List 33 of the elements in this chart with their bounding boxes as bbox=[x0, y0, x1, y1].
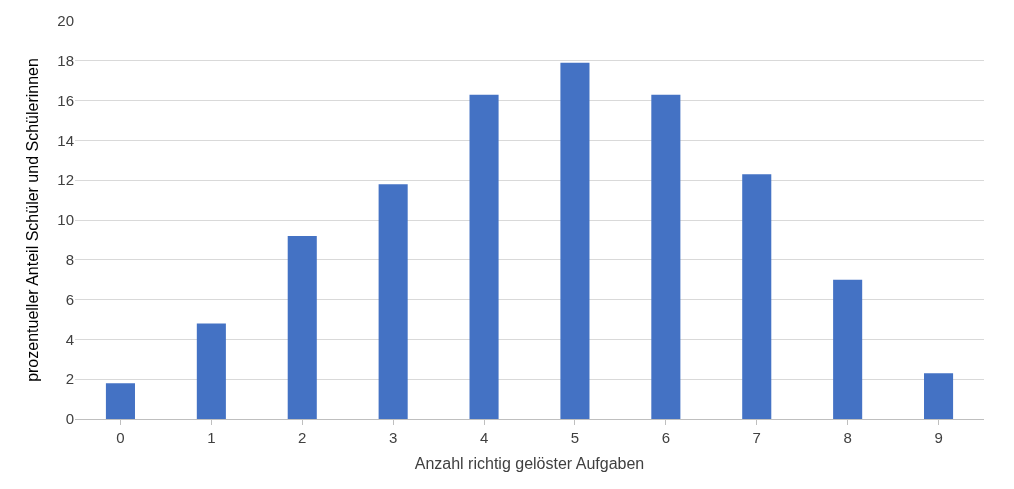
y-tick-label: 2 bbox=[65, 370, 74, 388]
x-tick-label: 5 bbox=[570, 429, 580, 446]
x-tick-label: 6 bbox=[661, 429, 671, 446]
x-tick-label: 9 bbox=[934, 429, 943, 446]
y-tick-label: 18 bbox=[57, 52, 74, 70]
x-tick-label: 4 bbox=[479, 429, 489, 446]
y-tick-label: 20 bbox=[57, 12, 74, 30]
y-tick-label: 8 bbox=[65, 251, 74, 269]
bar bbox=[560, 62, 590, 419]
x-tick-label: 3 bbox=[388, 429, 398, 446]
y-tick-label: 6 bbox=[65, 290, 74, 308]
y-tick-label: 16 bbox=[57, 91, 74, 109]
x-tick-label: 0 bbox=[116, 429, 125, 446]
x-tick-label: 1 bbox=[207, 429, 216, 446]
bar bbox=[378, 184, 408, 419]
y-tick-label: 4 bbox=[65, 330, 74, 348]
x-tick-label: 2 bbox=[298, 429, 307, 446]
y-tick-label: 10 bbox=[57, 211, 74, 229]
bar bbox=[196, 323, 226, 419]
y-tick-label: 12 bbox=[57, 171, 74, 189]
x-tick-label: 8 bbox=[843, 429, 852, 446]
bar bbox=[469, 94, 499, 419]
y-tick-label: 14 bbox=[57, 131, 74, 149]
x-axis-title: Anzahl richtig gelöster Aufgaben bbox=[414, 454, 645, 472]
y-tick-label: 0 bbox=[65, 410, 74, 428]
bar bbox=[924, 373, 954, 419]
bar bbox=[742, 174, 772, 419]
bar bbox=[105, 383, 135, 419]
bar bbox=[833, 279, 863, 419]
y-axis-title: prozentueller Anteil Schüler und Schülerinnen bbox=[24, 58, 42, 382]
x-tick-label: 7 bbox=[752, 429, 761, 446]
bar bbox=[651, 94, 681, 419]
bar bbox=[287, 235, 317, 419]
